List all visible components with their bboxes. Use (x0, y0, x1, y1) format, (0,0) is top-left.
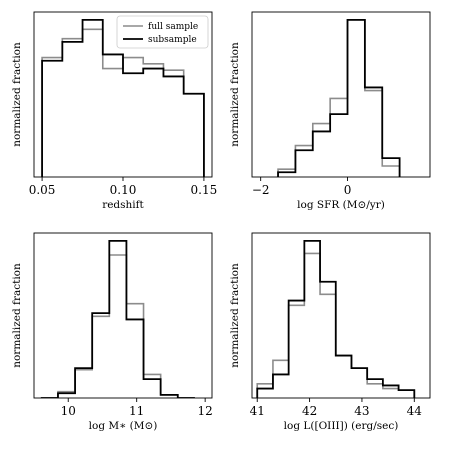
panel-1: 0.05 0.10 0.15 redshift normalized fraction f… (11, 11, 218, 211)
x-tick-label: 0.10 (110, 183, 137, 197)
x-tick-label: 41 (250, 404, 265, 418)
x-tick-label: 0 (344, 183, 352, 197)
x-axis-label: log L([OIII]) (erg/sec) (284, 420, 399, 432)
x-tick-label: −2 (252, 183, 270, 197)
legend-label: subsample (148, 35, 197, 45)
y-axis-label: normalized fraction (229, 263, 241, 368)
legend: full sample subsample (116, 15, 209, 49)
series-subsample-step (40, 239, 195, 398)
x-tick-label: 0.15 (191, 183, 218, 197)
x-tick-label: 0.05 (29, 183, 56, 197)
series-subsample-step (277, 18, 401, 177)
legend-box (116, 15, 209, 49)
x-tick-label: 42 (302, 404, 317, 418)
x-tick-label: 12 (198, 404, 213, 418)
x-axis-label: log M∗ (M⊙) (89, 420, 158, 432)
series-full-sample-step (41, 28, 205, 177)
x-tick-label: 11 (129, 404, 144, 418)
axes-frame (251, 232, 431, 399)
x-axis-label: redshift (102, 199, 144, 211)
x-tick-label: 43 (354, 404, 369, 418)
series-subsample-step (256, 239, 416, 398)
x-tick-label: 44 (407, 404, 423, 418)
y-axis-label: normalized fraction (11, 42, 23, 147)
y-axis-label: normalized fraction (11, 263, 23, 368)
axes-frame (251, 11, 431, 178)
series-subsample-step (41, 18, 205, 177)
panel-2: −2 0 log SFR (M⊙/yr) normalized fraction (229, 11, 431, 211)
legend-label: full sample (148, 22, 198, 32)
panel-4: 41 42 43 44 log L([OIII]) (erg/sec) normalize… (229, 232, 431, 432)
series-full-sample-step (40, 254, 195, 398)
panel-3: 10 11 12 log M∗ (M⊙) normalized fraction (11, 232, 213, 432)
x-tick-label: 10 (61, 404, 76, 418)
y-axis-label: normalized fraction (229, 42, 241, 147)
axes-frame (33, 232, 213, 399)
x-axis-label: log SFR (M⊙/yr) (297, 199, 385, 211)
